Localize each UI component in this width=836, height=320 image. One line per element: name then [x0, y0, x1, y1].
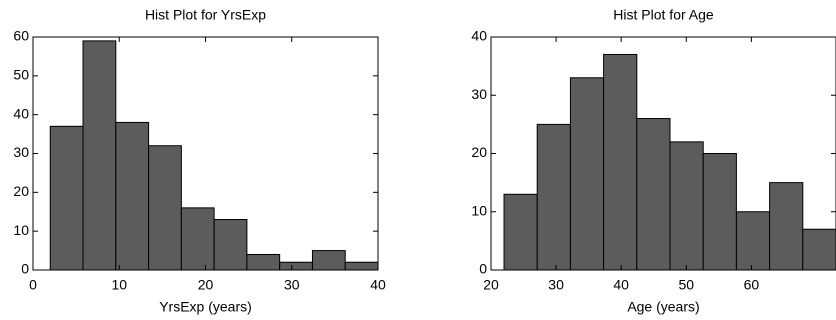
y-tick-label: 20 [471, 144, 487, 160]
x-axis-label: Age (years) [627, 299, 699, 315]
bar [148, 145, 182, 271]
bar [603, 53, 638, 271]
bar [246, 253, 281, 271]
bar [279, 261, 313, 271]
y-tick-label: 40 [13, 105, 29, 121]
bar [115, 121, 150, 271]
chart-title: Hist Plot for Age [613, 7, 714, 23]
y-tick-label: 0 [479, 261, 487, 277]
y-tick-label: 20 [13, 183, 29, 199]
bar [702, 153, 737, 271]
bar [735, 211, 771, 271]
x-tick-label: 40 [613, 277, 629, 293]
x-axis-label: YrsExp (years) [159, 299, 252, 315]
bar [213, 219, 248, 271]
y-tick-label: 40 [471, 28, 487, 44]
x-tick-label: 40 [370, 277, 386, 293]
bar [82, 40, 117, 271]
bar [669, 141, 704, 271]
x-tick-label: 50 [678, 277, 694, 293]
y-tick-label: 30 [471, 86, 487, 102]
x-tick-label: 30 [548, 277, 564, 293]
y-tick-label: 10 [13, 222, 29, 238]
x-tick-label: 10 [111, 277, 127, 293]
x-tick-label: 60 [744, 277, 760, 293]
bar [769, 182, 804, 271]
x-tick-label: 0 [29, 277, 37, 293]
bar [311, 250, 346, 271]
y-tick-label: 30 [13, 144, 29, 160]
chart-title: Hist Plot for YrsExp [145, 7, 266, 23]
x-tick-label: 20 [483, 277, 499, 293]
bar [180, 207, 215, 271]
bar [344, 261, 379, 271]
x-tick-label: 20 [198, 277, 214, 293]
bar [636, 118, 671, 271]
y-tick-label: 60 [13, 28, 29, 44]
bar [503, 193, 538, 271]
y-tick-label: 50 [13, 67, 29, 83]
bar [536, 123, 571, 271]
y-tick-label: 0 [21, 261, 29, 277]
bar [802, 228, 836, 271]
bar [49, 125, 84, 271]
y-tick-label: 10 [471, 202, 487, 218]
bar [569, 77, 605, 271]
x-tick-label: 30 [284, 277, 300, 293]
